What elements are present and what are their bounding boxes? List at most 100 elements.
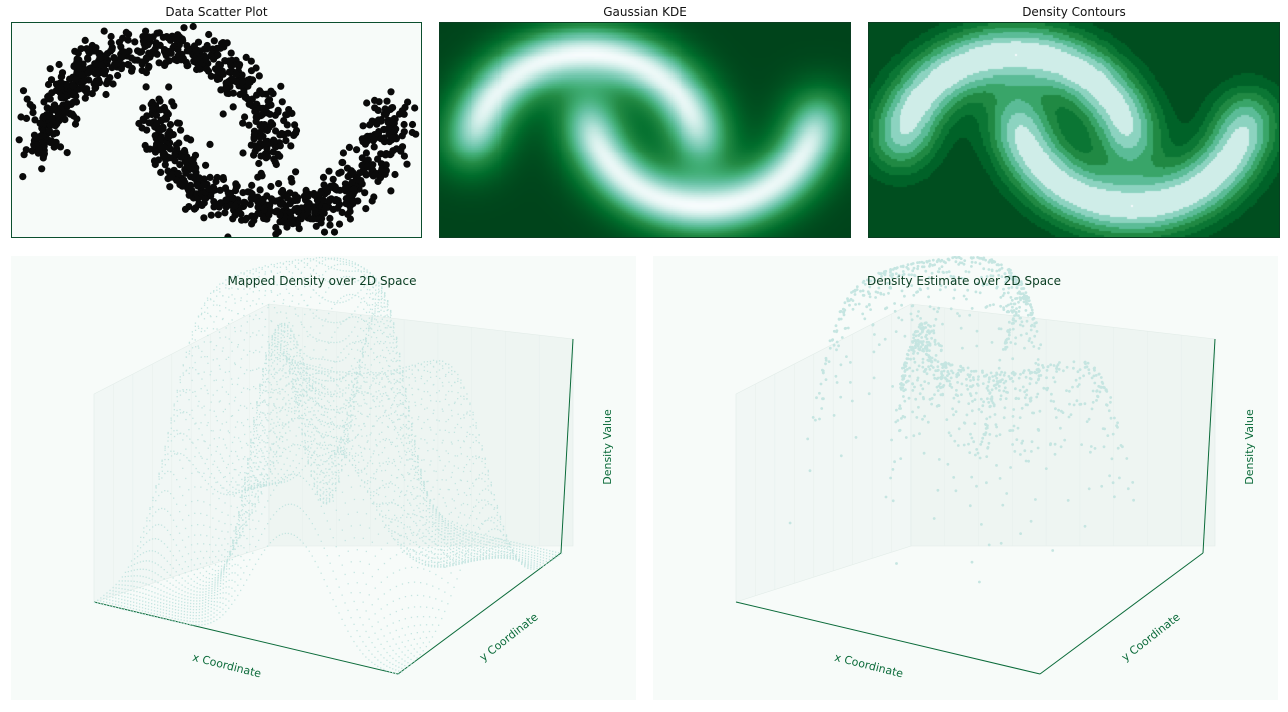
density-point: [1078, 403, 1082, 406]
density-point: [952, 296, 956, 300]
density-point: [925, 260, 929, 264]
density-point: [972, 378, 975, 382]
density-point: [1023, 396, 1027, 400]
density-point: [916, 338, 920, 342]
scatter-point: [217, 86, 225, 94]
density-point: [1009, 271, 1013, 275]
density-point: [997, 273, 1001, 277]
density-point: [909, 357, 912, 361]
density-point: [1002, 306, 1005, 310]
scatter-point: [368, 197, 376, 205]
density-point: [1029, 313, 1033, 317]
scatter-point: [202, 161, 210, 169]
density-point: [903, 334, 907, 338]
density-point: [975, 448, 979, 451]
density-point: [1004, 347, 1007, 351]
scatter-point: [238, 216, 246, 224]
density-point: [1004, 339, 1008, 342]
density-point: [987, 268, 991, 271]
density-point: [985, 481, 988, 485]
density-point: [1099, 376, 1103, 379]
density-point: [923, 414, 926, 418]
density-point: [818, 391, 821, 395]
density-point: [912, 333, 915, 337]
scatter-point: [39, 154, 47, 162]
density-point: [911, 341, 915, 344]
density-point: [957, 400, 961, 404]
density-point: [828, 339, 832, 343]
density-point: [834, 324, 838, 328]
scatter-point: [149, 33, 157, 41]
scatter-point: [143, 145, 151, 153]
density-point: [1080, 443, 1083, 446]
scatter-point: [260, 205, 268, 213]
scatter-point: [307, 215, 315, 223]
scatter-point: [40, 98, 48, 106]
scatter-point: [246, 78, 254, 86]
density-point: [936, 376, 940, 380]
scatter-plot-area: [15, 23, 420, 237]
density-point: [986, 446, 990, 449]
density-point: [970, 409, 974, 413]
scatter-point: [170, 102, 178, 110]
density-point: [1031, 311, 1034, 315]
density-point: [968, 451, 972, 454]
density-point: [923, 322, 927, 325]
scatter-point: [233, 182, 241, 190]
scatter-point: [332, 196, 340, 204]
kde-title: Gaussian KDE: [603, 5, 687, 19]
density-point: [1039, 374, 1043, 377]
scatter-point: [60, 108, 69, 116]
density-point: [914, 341, 918, 345]
density-point: [1095, 389, 1099, 393]
density-point: [990, 258, 994, 262]
density-point: [901, 374, 905, 377]
density-point: [905, 368, 909, 371]
density-point: [949, 274, 953, 278]
density-point: [974, 261, 977, 264]
scatter-point: [205, 30, 213, 39]
density-point: [1013, 373, 1016, 377]
density-point: [1009, 466, 1012, 469]
density-point: [866, 278, 870, 282]
density-point: [996, 263, 1000, 266]
density-point: [1007, 375, 1011, 378]
density-point: [966, 288, 970, 292]
density-point: [1108, 474, 1111, 478]
density-point: [995, 464, 998, 467]
scatter-point: [55, 60, 63, 69]
scatter-point: [366, 121, 374, 129]
density-point: [984, 374, 987, 378]
density-point: [946, 257, 950, 261]
density-point: [970, 385, 973, 389]
scatter-point: [267, 182, 275, 191]
density-point: [984, 427, 988, 430]
density-point: [1024, 459, 1028, 463]
scatter-point: [319, 173, 328, 181]
density-point: [1089, 445, 1093, 448]
density-point: [1019, 532, 1022, 535]
scatter-point: [371, 104, 379, 112]
scatter-point: [157, 143, 165, 151]
density-point: [848, 299, 851, 302]
scatter-point: [151, 132, 159, 140]
density-point: [897, 316, 901, 320]
density-point: [941, 374, 944, 377]
density-point: [1005, 492, 1009, 495]
density-point: [920, 336, 924, 339]
density-point: [992, 379, 995, 382]
density-point: [1019, 283, 1023, 286]
density-point: [1029, 370, 1032, 374]
density-point: [1121, 445, 1124, 449]
density-point: [1024, 375, 1028, 379]
density-point: [1035, 371, 1038, 375]
density-point: [1052, 376, 1055, 379]
density-point: [957, 368, 961, 372]
density-point: [949, 376, 953, 380]
density-point: [912, 434, 916, 438]
density-point: [977, 408, 981, 411]
density-point: [904, 388, 907, 392]
density-point: [1035, 321, 1038, 325]
density-point: [839, 454, 843, 458]
density-point: [962, 443, 966, 447]
